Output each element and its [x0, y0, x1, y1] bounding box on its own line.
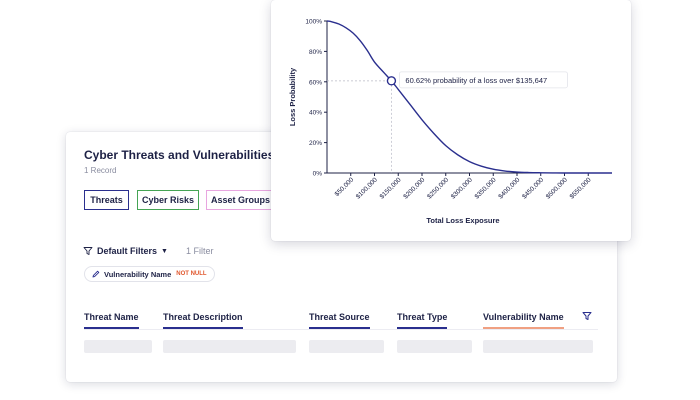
- tab-threats[interactable]: Threats: [84, 190, 129, 210]
- filter-bar: Default Filters ▼ 1 Filter: [83, 246, 213, 256]
- chip-condition-badge: NOT NULL: [176, 271, 207, 277]
- record-count: 1 Record: [84, 166, 117, 175]
- header-divider: [84, 329, 598, 330]
- filter-chip[interactable]: Vulnerability Name NOT NULL: [84, 266, 215, 282]
- loss-curve-card: 0% 20% 40% 60% 80% 100% $50,000 $100,000 $150,00…: [271, 0, 631, 241]
- loss-curve-chart: 0% 20% 40% 60% 80% 100% $50,000 $100,000 $150,00…: [288, 19, 612, 225]
- y-tick-label: 0%: [313, 171, 323, 178]
- x-tick-label: $100,000: [355, 176, 379, 200]
- chip-field: Vulnerability Name: [104, 269, 172, 279]
- x-tick-label: $500,000: [545, 176, 569, 200]
- annotation-text: 60.62% probability of a loss over $135,6…: [405, 76, 547, 85]
- pencil-icon: [92, 270, 100, 278]
- column-header-vulnerability-name[interactable]: Vulnerability Name: [483, 312, 564, 329]
- y-tick-label: 60%: [309, 79, 322, 86]
- y-tick-label: 40%: [309, 110, 322, 117]
- x-tick-label: $450,000: [521, 176, 545, 200]
- y-tick-label: 100%: [305, 19, 322, 26]
- loading-cell: [163, 340, 296, 353]
- annotation-tooltip: [399, 71, 568, 89]
- y-tick-label: 20%: [309, 140, 322, 147]
- y-axis-label: Loss Probability: [288, 67, 297, 126]
- x-tick-label: $150,000: [379, 176, 403, 200]
- column-header-threat-source[interactable]: Threat Source: [309, 312, 370, 329]
- column-header-threat-description[interactable]: Threat Description: [163, 312, 243, 329]
- annotation-marker[interactable]: [386, 76, 397, 86]
- column-filter-icon[interactable]: [582, 311, 592, 321]
- x-tick-label: $350,000: [474, 176, 498, 200]
- loading-cell: [309, 340, 384, 353]
- default-filters-dropdown[interactable]: Default Filters: [97, 246, 158, 256]
- x-axis-label: Total Loss Exposure: [426, 216, 499, 225]
- x-tick-label: $50,000: [334, 176, 356, 198]
- loading-cell: [483, 340, 593, 353]
- y-tick-label: 80%: [309, 49, 322, 56]
- tab-asset-groups[interactable]: Asset Groups: [206, 190, 274, 210]
- tab-cyber-risks[interactable]: Cyber Risks: [137, 190, 199, 210]
- loading-cell: [397, 340, 472, 353]
- x-tick-label: $400,000: [497, 176, 521, 200]
- loading-cell: [84, 340, 152, 353]
- column-header-threat-name[interactable]: Threat Name: [84, 312, 139, 329]
- x-tick-label: $200,000: [402, 176, 426, 200]
- x-tick-label: $250,000: [426, 176, 450, 200]
- x-tick-label: $300,000: [450, 176, 474, 200]
- chevron-down-icon[interactable]: ▼: [161, 247, 168, 255]
- x-tick-label: $550,000: [569, 176, 593, 200]
- card-title: Cyber Threats and Vulnerabilities: [84, 148, 275, 162]
- column-header-threat-type[interactable]: Threat Type: [397, 312, 448, 329]
- filter-count: 1 Filter: [185, 246, 214, 256]
- loss-curve-line: [326, 20, 612, 174]
- funnel-icon: [83, 246, 93, 256]
